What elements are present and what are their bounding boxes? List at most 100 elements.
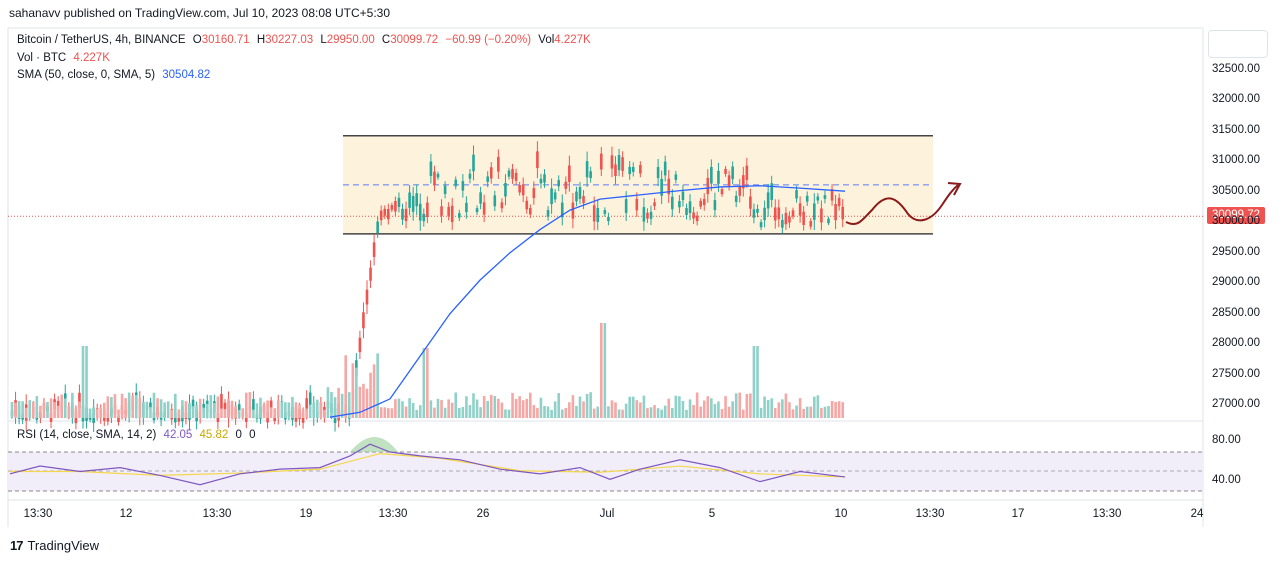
volume-bar [827, 405, 830, 418]
price-tick-label: 32500.00 [1212, 63, 1260, 75]
volume-bar [674, 395, 678, 418]
rsi-label[interactable]: RSI (14, close, SMA, 14, 2) [17, 429, 157, 441]
volume-bar [330, 391, 333, 418]
volume-bar [245, 392, 248, 418]
volume-bar [433, 407, 436, 418]
candle-body [365, 289, 369, 305]
volume-bar [600, 323, 603, 418]
volume-bar [525, 398, 529, 418]
candle-body [788, 216, 791, 223]
volume-bar [223, 409, 227, 418]
candle-body [646, 212, 649, 219]
time-tick-label: 10 [834, 508, 848, 520]
candle-body [369, 267, 372, 281]
volume-bar [706, 396, 710, 418]
volume-bar [308, 404, 312, 418]
volume-bar [646, 408, 649, 418]
volume-bar [294, 402, 298, 418]
volume-bar [372, 364, 376, 418]
volume-bar [117, 409, 120, 418]
publish-caption: sahanavv published on TradingView.com, J… [9, 6, 391, 20]
volume-bar [635, 400, 639, 418]
candle-body [450, 205, 454, 223]
candle-body [823, 195, 827, 199]
volume-bar [823, 406, 827, 418]
volume-bar [607, 406, 610, 418]
volume-bar [539, 397, 543, 418]
candle-body [749, 196, 752, 209]
volume-bar [550, 409, 553, 418]
candle-body [756, 208, 759, 213]
volume-bar [266, 400, 269, 418]
volume-bar [596, 406, 600, 418]
volume-bar [134, 395, 138, 418]
time-tick-label: 13:30 [378, 508, 408, 520]
volume-bar [195, 405, 198, 418]
candle-body [560, 202, 564, 218]
time-tick-label: 12 [119, 508, 133, 520]
candle-body [568, 165, 571, 182]
volume-bar [95, 408, 99, 418]
change-value: −60.99 (−0.20%) [445, 34, 532, 46]
volume-bar [181, 400, 184, 418]
volume-bar [32, 401, 35, 418]
volume-bar [35, 396, 39, 418]
sma-label[interactable]: SMA (50, close, 0, SMA, 5) [17, 69, 156, 81]
candle-body [308, 392, 312, 409]
volume-bar [624, 403, 628, 418]
candle-body [301, 413, 305, 423]
symbol-name[interactable]: Bitcoin / TetherUS, 4h, BINANCE [17, 34, 186, 46]
candle-body [433, 171, 436, 186]
volume-bar [429, 400, 433, 418]
scale-settings-box[interactable] [1208, 30, 1268, 58]
candle-body [149, 402, 152, 409]
volume-bar [841, 402, 844, 418]
candle-body [571, 202, 575, 219]
volume-bar [614, 402, 617, 418]
volume-bar [312, 402, 316, 418]
close-value: 30099.72 [390, 34, 439, 46]
time-tick-label: 17 [1011, 508, 1025, 520]
candle-body [415, 193, 418, 207]
volume-bar [355, 367, 358, 418]
time-tick-label: 13:30 [1092, 508, 1122, 520]
candle-body [795, 189, 798, 199]
volume-bar [653, 405, 656, 418]
candle-body [269, 400, 273, 409]
volume-bar [397, 398, 401, 418]
candle-body [685, 208, 688, 215]
candle-body [443, 185, 447, 195]
candle-body [550, 188, 553, 205]
candle-body [397, 197, 401, 207]
volume-bar [166, 401, 170, 418]
volume-bar [745, 394, 749, 418]
volume-bar [237, 409, 241, 418]
candle-body [667, 178, 671, 195]
candle-body [653, 202, 656, 207]
volume-bar [142, 402, 145, 418]
volume-label[interactable]: Vol · BTC [17, 52, 67, 64]
volume-bar [159, 399, 163, 418]
volume-bar [344, 355, 347, 418]
candle-body [649, 211, 653, 219]
projection-arrowhead [947, 182, 962, 196]
volume-bar [798, 398, 802, 418]
volume-bar [685, 409, 688, 418]
tradingview-brand[interactable]: 17 TradingView [10, 538, 99, 553]
candle-body [461, 181, 465, 191]
volume-bar [351, 363, 355, 418]
volume-bar [784, 393, 788, 418]
candle-body [585, 161, 589, 178]
volume-bar [742, 409, 745, 418]
candle-body [273, 415, 276, 422]
volume-bar [479, 407, 482, 418]
volume-bar [53, 402, 56, 418]
price-tick-label: 29500.00 [1212, 245, 1260, 258]
volume-bar [81, 346, 85, 418]
candle-body [642, 207, 646, 222]
rsi-tick-label: 40.00 [1212, 474, 1241, 486]
volume-bar [149, 406, 152, 418]
candle-body [252, 399, 255, 411]
volume-bar [504, 409, 507, 418]
